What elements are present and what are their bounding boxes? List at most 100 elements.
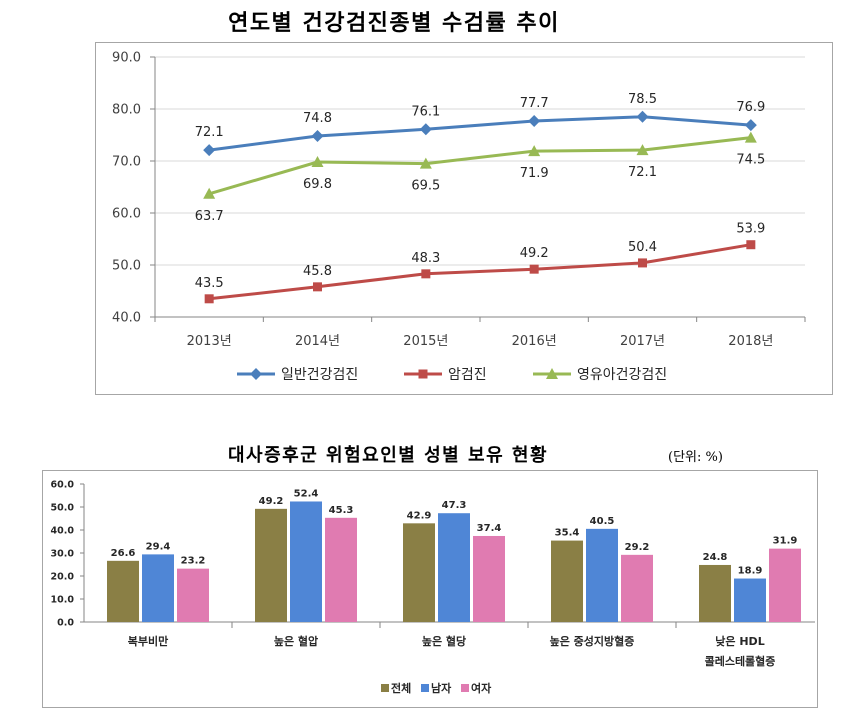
bar-total-5 [699, 564, 731, 622]
cancer-screening-point-2 [313, 282, 322, 292]
y-tick-label: 30.0 [51, 549, 75, 560]
bar-chart: 60.0 50.0 40.0 30.0 20.0 10.0 0.0 복부비만 높은 혈압 높은 혈… [42, 470, 818, 708]
legend-triangle-marker [546, 368, 558, 379]
general-checkup-point-4 [528, 114, 541, 127]
bar-total-3 [403, 523, 435, 622]
infant-checkup-line [208, 136, 751, 196]
bar-female-2 [325, 517, 357, 622]
bar-value-label-total-2: 49.2 [259, 496, 284, 507]
bar-total-2 [255, 508, 287, 622]
infant-checkup-point-2 [311, 156, 324, 168]
x-tick-label: 2016년 [512, 334, 557, 349]
line-chart-frame [95, 42, 833, 395]
bar-value-label-total-4: 35.4 [555, 528, 580, 539]
legend-label: 일반건강검진 [281, 367, 358, 383]
bar-chart-plot: 60.0 50.0 40.0 30.0 20.0 10.0 0.0 복부비만 높은 혈압 높은 혈… [51, 480, 815, 695]
general-checkup-value-label-1: 72.1 [195, 125, 224, 140]
bar-value-label-female-4: 29.2 [625, 542, 650, 553]
infant-checkup-value-label-1: 63.7 [195, 209, 224, 224]
general-checkup-point-1 [203, 144, 216, 157]
bar-male-5 [734, 578, 766, 622]
cancer-screening-point-1 [204, 294, 214, 304]
general-checkup-value-label-3: 76.1 [411, 104, 440, 119]
infant-checkup-point-6 [744, 131, 757, 143]
legend-label: 전체 [391, 681, 411, 695]
cancer-screening-value-label-5: 50.4 [628, 240, 657, 255]
bar-series-male: 29.4 52.4 47.3 40.5 18.9 [142, 488, 766, 622]
bar-female-4 [621, 554, 653, 622]
infant-checkup-point-3 [419, 157, 432, 169]
x-tick-label: 2017년 [620, 334, 665, 349]
y-tick-label: 10.0 [51, 595, 75, 606]
general-checkup-value-label-6: 76.9 [736, 100, 765, 115]
cancer-screening-point-5 [638, 258, 647, 268]
general-checkup-point-6 [744, 119, 757, 132]
bar-male-2 [290, 501, 322, 622]
bar-male-4 [586, 528, 618, 622]
legend-item-female: 여자 [461, 681, 492, 695]
cancer-screening-line [209, 243, 752, 301]
line-chart-title: 연도별 건강검진종별 수검률 추이 [228, 10, 560, 36]
y-tick-label: 80.0 [112, 103, 141, 118]
line-series-cancer-screening: 43.5 45.8 48.3 49.2 50.4 53.9 [195, 222, 765, 304]
cancer-screening-value-label-2: 45.8 [303, 264, 332, 279]
x-tick-label: 높은 혈압 [274, 634, 318, 648]
bar-value-label-male-3: 47.3 [442, 500, 467, 511]
line-series-infant-checkup: 63.7 69.8 69.5 71.9 72.1 74.5 [195, 131, 765, 224]
infant-checkup-point-1 [203, 187, 216, 199]
y-tick-label: 20.0 [51, 572, 75, 583]
bar-value-label-female-1: 23.2 [181, 556, 206, 567]
general-checkup-point-2 [311, 130, 324, 143]
bar-value-label-male-1: 29.4 [146, 541, 171, 552]
general-checkup-line [209, 115, 751, 152]
y-tick-label: 90.0 [112, 51, 141, 66]
x-tick-label: 2015년 [403, 334, 448, 349]
bar-total-1 [107, 560, 139, 622]
bar-series-total: 26.6 49.2 42.9 35.4 24.8 [107, 496, 731, 622]
cancer-screening-value-label-6: 53.9 [736, 222, 765, 237]
general-checkup-point-5 [636, 110, 649, 123]
bar-value-label-male-5: 18.9 [738, 566, 763, 577]
legend-item-general-checkup: 일반건강검진 [237, 367, 358, 383]
infant-checkup-value-label-5: 72.1 [628, 165, 657, 180]
general-checkup-point-3 [419, 123, 432, 136]
legend-swatch [461, 684, 469, 692]
bar-value-label-female-5: 31.9 [773, 536, 798, 547]
bar-value-label-total-5: 24.8 [703, 552, 728, 563]
cancer-screening-point-6 [746, 240, 756, 250]
y-tick-label: 50.0 [51, 503, 75, 514]
bar-value-label-male-4: 40.5 [590, 516, 615, 527]
cancer-screening-value-label-3: 48.3 [411, 251, 440, 266]
infant-checkup-value-label-2: 69.8 [303, 177, 332, 192]
general-checkup-value-label-5: 78.5 [628, 92, 657, 107]
bar-series-female: 23.2 45.3 37.4 29.2 31.9 [177, 505, 801, 622]
bar-male-1 [142, 554, 174, 622]
y-tick-label: 0.0 [57, 618, 74, 629]
cancer-screening-point-4 [529, 264, 539, 274]
y-tick-label: 70.0 [112, 155, 141, 170]
x-tick-label: 높은 혈당 [422, 634, 466, 648]
bar-total-4 [551, 540, 583, 622]
legend-label: 여자 [471, 681, 492, 695]
general-checkup-value-label-2: 74.8 [303, 111, 332, 126]
line-chart: 90.0 80.0 70.0 60.0 50.0 40.0 2013년 2014년 2015년 2… [95, 42, 833, 395]
x-tick-label: 복부비만 [128, 634, 168, 648]
legend-item-cancer-screening: 암검진 [404, 367, 487, 383]
infant-checkup-value-label-4: 71.9 [520, 166, 549, 181]
bar-value-label-female-2: 45.3 [329, 505, 354, 516]
x-tick-label: 콜레스테롤혈증 [705, 654, 776, 668]
infant-checkup-point-4 [528, 145, 541, 157]
y-tick-label: 40.0 [112, 311, 141, 326]
y-tick-label: 50.0 [112, 259, 141, 274]
x-tick-label: 높은 중성지방혈증 [550, 634, 635, 648]
cancer-screening-point-3 [421, 269, 431, 279]
x-tick-label: 2014년 [295, 334, 340, 349]
bar-male-3 [438, 513, 470, 622]
cancer-screening-value-label-4: 49.2 [520, 246, 549, 261]
infant-checkup-value-label-6: 74.5 [736, 153, 765, 168]
general-checkup-value-label-4: 77.7 [520, 96, 549, 111]
bar-value-label-total-3: 42.9 [407, 510, 432, 521]
line-chart-plot: 90.0 80.0 70.0 60.0 50.0 40.0 2013년 2014년 2015년 2… [112, 51, 806, 383]
x-tick-label: 2013년 [187, 334, 232, 349]
